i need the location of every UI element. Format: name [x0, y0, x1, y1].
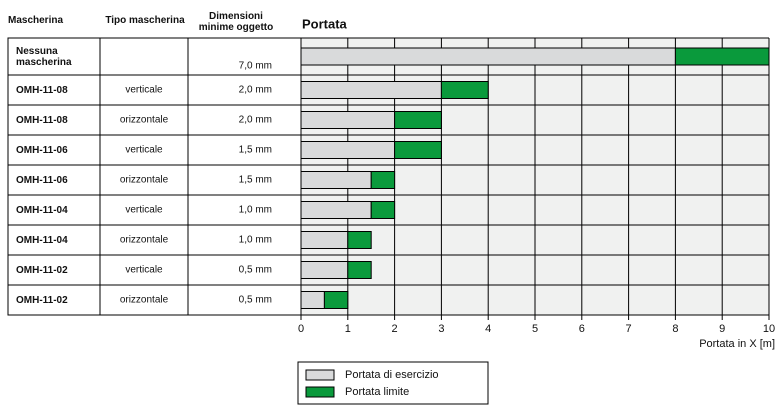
legend-label: Portata di esercizio: [345, 369, 439, 381]
legend-swatch: [305, 369, 335, 381]
dimensioni-cell: 0,5 mm: [239, 295, 272, 306]
x-tick-label: 2: [392, 323, 398, 335]
row-label-box: Nessuna mascherina: [16, 45, 72, 68]
row-label-box: OMH-11-06: [16, 174, 68, 186]
x-tick-label: 6: [579, 323, 585, 335]
tipo-cell: orizzontale: [120, 115, 169, 126]
row-label: OMH-11-02: [16, 264, 68, 276]
row-label-box: OMH-11-06: [16, 144, 68, 156]
bar-segment: [394, 141, 442, 159]
tipo-cell: verticale: [125, 205, 163, 216]
bar-segment: [300, 231, 349, 249]
row-label: OMH-11-06: [16, 144, 68, 156]
dimensioni-cell: 0,5 mm: [239, 265, 272, 276]
tipo-cell: orizzontale: [120, 175, 169, 186]
row-label-box: OMH-11-08: [16, 114, 68, 126]
x-tick-label: 8: [672, 323, 678, 335]
row-label-box: OMH-11-02: [16, 264, 68, 276]
dimensioni-cell: 1,5 mm: [239, 145, 272, 156]
row-label: OMH-11-04: [16, 204, 68, 216]
row-label: OMH-11-08: [16, 84, 68, 96]
bar-segment: [370, 201, 396, 219]
x-tick-label: 7: [626, 323, 632, 335]
dimensioni-cell: 7,0 mm: [239, 61, 272, 72]
table-row: [7, 194, 302, 226]
column-header: Mascherina: [8, 14, 64, 26]
bar-segment: [347, 231, 372, 249]
dimensioni-cell: 1,5 mm: [239, 175, 272, 186]
row-label-box: OMH-11-04: [16, 204, 68, 216]
bar-segment: [370, 171, 396, 189]
row-label: OMH-11-02: [16, 294, 68, 306]
x-tick-label: 1: [345, 323, 351, 335]
column-header-box: Tipo mascherina: [105, 14, 185, 26]
legend-label: Portata limite: [345, 386, 409, 398]
tipo-cell: verticale: [125, 265, 163, 276]
row-label: OMH-11-06: [16, 174, 68, 186]
x-tick-label: 3: [438, 323, 444, 335]
table-row: [7, 284, 302, 316]
bar-segment: [674, 47, 770, 66]
table-row: [7, 164, 302, 196]
bar-segment: [440, 81, 489, 99]
row-label-box: OMH-11-02: [16, 294, 68, 306]
x-tick-label: 5: [532, 323, 538, 335]
bar-segment: [300, 261, 349, 279]
dimensioni-cell: 1,0 mm: [239, 205, 272, 216]
x-axis-label: Portata in X [m]: [699, 338, 775, 350]
column-header-box: Mascherina: [8, 14, 64, 26]
tipo-cell: orizzontale: [120, 235, 169, 246]
tipo-cell: orizzontale: [120, 295, 169, 306]
dimensioni-cell: 2,0 mm: [239, 115, 272, 126]
bar-segment: [347, 261, 372, 279]
bar-segment: [394, 111, 442, 129]
row-label-box: OMH-11-04: [16, 234, 68, 246]
row-label-box: OMH-11-08: [16, 84, 68, 96]
bar-segment: [300, 201, 372, 219]
bar-segment: [300, 171, 372, 189]
x-tick-label: 0: [298, 323, 304, 335]
dimensioni-cell: 2,0 mm: [239, 85, 272, 96]
chart-title: Portata: [302, 16, 348, 31]
tipo-cell: verticale: [125, 145, 163, 156]
table-row: [7, 74, 302, 106]
column-header-box: Dimensioni minime oggetto: [198, 11, 274, 33]
table-row: [7, 224, 302, 256]
bar-segment: [300, 141, 396, 159]
column-header: Dimensioni minime oggetto: [198, 11, 274, 33]
bar-segment: [300, 291, 325, 309]
bar-segment: [300, 111, 396, 129]
bar-segment: [300, 47, 676, 66]
tipo-cell: verticale: [125, 85, 163, 96]
row-label: OMH-11-04: [16, 234, 68, 246]
bar-segment: [323, 291, 349, 309]
x-tick-label: 9: [719, 323, 725, 335]
row-label: OMH-11-08: [16, 114, 68, 126]
x-tick-label: 10: [763, 323, 775, 335]
x-tick-label: 4: [485, 323, 491, 335]
column-header: Tipo mascherina: [105, 14, 185, 26]
legend-swatch: [305, 386, 335, 398]
dimensioni-cell: 1,0 mm: [239, 235, 272, 246]
table-row: [7, 254, 302, 286]
row-label: Nessuna mascherina: [16, 45, 72, 68]
bar-segment: [300, 81, 442, 99]
